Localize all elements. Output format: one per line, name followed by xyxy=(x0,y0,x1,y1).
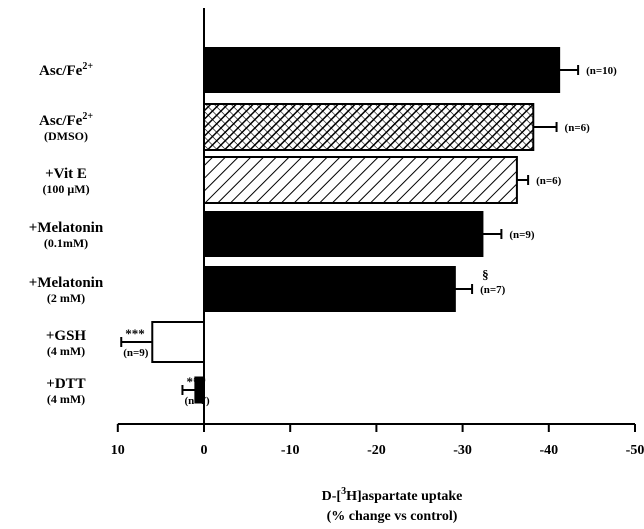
n-label: (n=6) xyxy=(536,175,562,187)
category-sublabel: (4 mM) xyxy=(47,344,85,358)
significance-marker: *** xyxy=(186,374,206,389)
n-label: (n=9) xyxy=(509,229,535,241)
bar xyxy=(203,211,484,257)
category-label: Asc/Fe2+ xyxy=(39,61,93,79)
bar-group: (n=10) (n=6) (n=6) (n=9) (n=7) § (n=9) *** (n=7)… xyxy=(120,47,617,407)
x-tick-label: -20 xyxy=(367,443,386,458)
significance-marker: *** xyxy=(125,326,145,341)
category-label: +DTT xyxy=(46,376,85,392)
x-tick-label: 10 xyxy=(111,443,125,458)
x-axis-label-line2: (% change vs control) xyxy=(327,509,458,524)
category-label-sup: 2+ xyxy=(82,111,93,122)
n-label: (n=7) xyxy=(480,284,506,296)
x-axis-label-sup: 3 xyxy=(341,486,346,497)
category-sublabel: (2 mM) xyxy=(47,291,85,305)
n-label: (n=10) xyxy=(586,65,617,77)
bar xyxy=(203,103,535,151)
category-label: +Vit E xyxy=(45,166,87,182)
x-tick-label: -10 xyxy=(281,443,300,458)
category-label-main: +DTT xyxy=(46,376,85,392)
x-tick-label: -40 xyxy=(539,443,558,458)
x-axis-label-suffix: H]aspartate uptake xyxy=(346,489,462,504)
n-label: (n=9) xyxy=(123,347,149,359)
category-label-main: +Melatonin xyxy=(29,275,104,291)
category-sublabel: (100 μM) xyxy=(42,182,89,196)
n-label: (n=6) xyxy=(565,122,591,134)
bar xyxy=(203,266,456,312)
x-tick-label: -50 xyxy=(626,443,644,458)
category-sublabel: (0.1mM) xyxy=(44,236,88,250)
bar xyxy=(203,47,561,93)
significance-marker: § xyxy=(482,267,489,282)
bar xyxy=(203,156,518,204)
axes: 10 0 -10 -20 -30 -40 -50 xyxy=(111,8,644,458)
x-tick-label: -30 xyxy=(453,443,472,458)
category-label: +Melatonin xyxy=(29,220,104,236)
bar xyxy=(151,321,205,363)
category-label-main: +Vit E xyxy=(45,166,87,182)
n-label: (n=7) xyxy=(184,395,210,407)
category-label: +Melatonin xyxy=(29,275,104,291)
category-label: +GSH xyxy=(46,328,87,344)
x-tick-label: 0 xyxy=(201,443,208,458)
category-label-main: Asc/Fe xyxy=(39,63,83,79)
category-sublabel: (DMSO) xyxy=(44,129,88,143)
category-label-main: Asc/Fe xyxy=(39,113,83,129)
category-label-main: +Melatonin xyxy=(29,220,104,236)
category-sublabel: (4 mM) xyxy=(47,392,85,406)
x-axis-label: D-[3H]aspartate uptake xyxy=(322,486,463,504)
category-label: Asc/Fe2+ xyxy=(39,111,93,129)
category-label-main: +GSH xyxy=(46,328,87,344)
category-labels: Asc/Fe2+Asc/Fe2+(DMSO)+Vit E(100 μM)+Mel… xyxy=(29,61,104,406)
x-axis-label-prefix: D-[ xyxy=(322,489,342,504)
category-label-sup: 2+ xyxy=(82,61,93,72)
